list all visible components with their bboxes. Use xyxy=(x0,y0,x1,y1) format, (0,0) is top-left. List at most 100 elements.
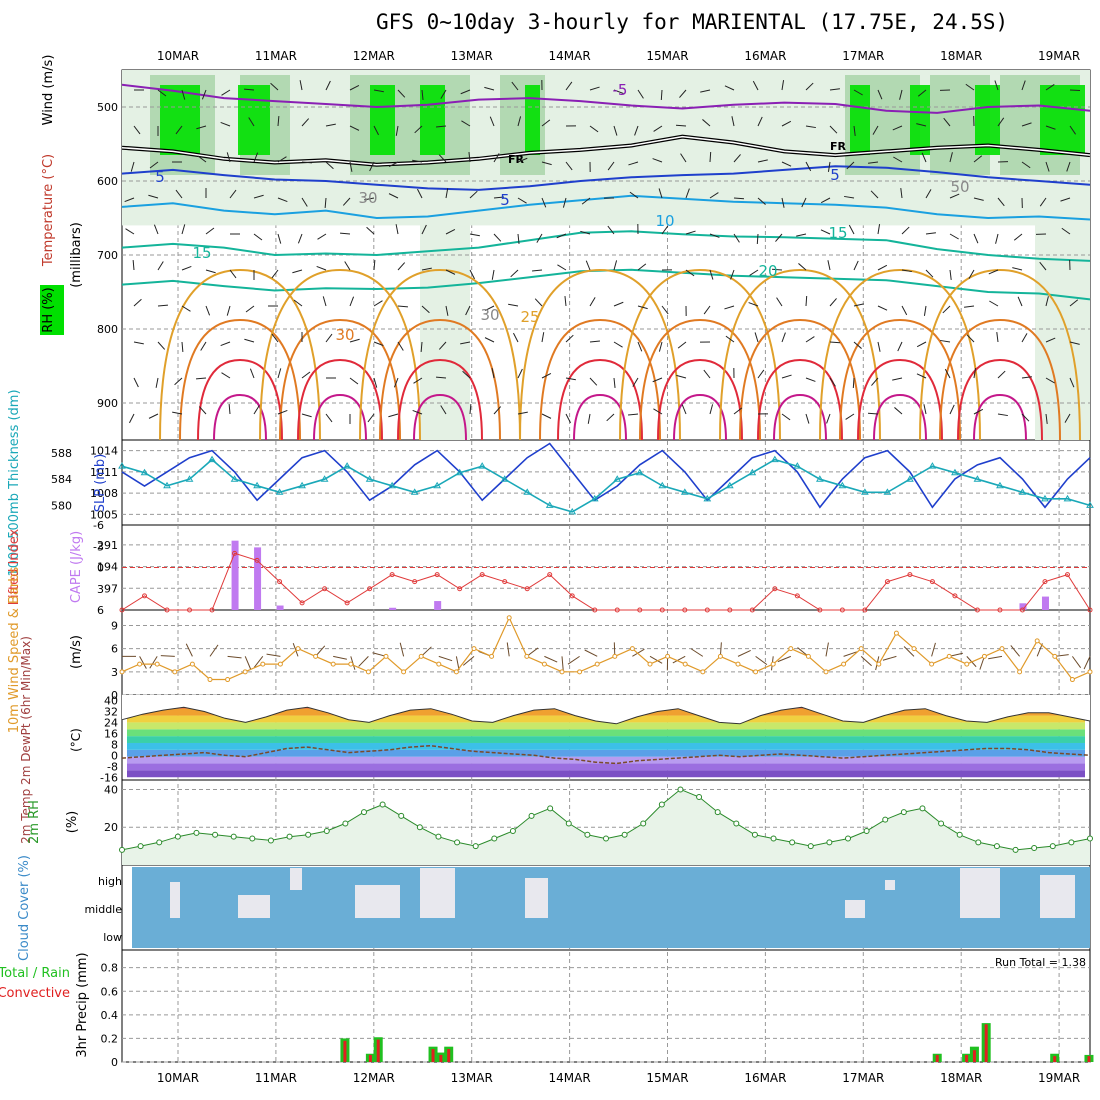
wind-barb xyxy=(581,197,591,205)
wind10-marker xyxy=(1017,669,1023,675)
panel-frame-7 xyxy=(121,949,1091,1063)
wind-barb xyxy=(541,413,552,419)
lifted-line xyxy=(121,552,1091,611)
rh-marker xyxy=(119,846,125,853)
wind-barb xyxy=(513,332,519,343)
isotherm-label: 25 xyxy=(520,308,539,326)
isotherm-label: -5 xyxy=(613,81,628,99)
wind-barb xyxy=(1061,227,1071,235)
cape-bar xyxy=(389,607,397,610)
wind10-marker xyxy=(805,653,811,659)
wind-barb xyxy=(565,334,574,343)
thickness-marker xyxy=(1086,501,1094,508)
temp-color-band xyxy=(127,729,1085,737)
cloud-gap xyxy=(238,895,270,918)
wind-barb xyxy=(589,340,600,343)
wind10-marker xyxy=(612,653,618,659)
wind-barb xyxy=(1066,161,1071,172)
wind-barb xyxy=(195,377,207,380)
wind-barb xyxy=(733,407,743,415)
wind10-marker xyxy=(365,669,371,675)
wind-barb xyxy=(421,224,427,235)
precip-axis-label: 3hr Precip (mm) xyxy=(75,952,90,1057)
precip-conv-bar xyxy=(439,1054,443,1062)
wind-barb xyxy=(677,341,687,349)
thickness-marker xyxy=(1018,488,1027,495)
thickness-marker xyxy=(208,455,216,463)
precip-tick: 0.4 xyxy=(101,1009,119,1022)
wind-barb xyxy=(637,89,644,99)
wind10-marker xyxy=(401,669,407,675)
wind-barb xyxy=(367,413,375,423)
wind-barb xyxy=(517,411,528,415)
thickness-tick: 580 xyxy=(51,499,72,512)
wind-barb xyxy=(613,125,618,136)
warm-isotherm-lobe xyxy=(957,358,1043,441)
wind-barb xyxy=(277,115,280,127)
wind-barb xyxy=(397,341,404,351)
wind-barb xyxy=(587,413,591,424)
wind-barb xyxy=(781,120,792,127)
rh-marker xyxy=(193,829,200,836)
rh-marker xyxy=(751,831,758,838)
wind-barb xyxy=(757,369,765,379)
wind-barb xyxy=(205,269,216,274)
wind-barb xyxy=(589,297,596,307)
wind-barb xyxy=(253,194,264,199)
wind10-barb xyxy=(1083,656,1091,670)
wind-barb xyxy=(349,161,353,172)
isotherm-label: 10 xyxy=(655,212,674,230)
rh-marker xyxy=(1068,839,1075,846)
date-label-bottom: 13MAR xyxy=(451,1071,493,1085)
wind-barb xyxy=(435,376,447,379)
isotherm-5 xyxy=(121,165,1091,191)
rh-shade-high xyxy=(160,85,200,155)
wind-barb xyxy=(397,305,409,308)
wind-barb xyxy=(277,368,282,379)
wind-barb xyxy=(1045,413,1048,424)
thickness-marker xyxy=(455,468,464,476)
rh-marker xyxy=(863,828,870,834)
wind-barb xyxy=(301,118,310,127)
isotherm-15 xyxy=(121,230,1091,262)
wind-barb xyxy=(805,82,814,91)
wind-barb xyxy=(349,296,355,307)
wind-barb xyxy=(733,154,741,163)
wind-barb xyxy=(709,269,714,280)
slp-tick: 1005 xyxy=(90,508,118,521)
wind-barb xyxy=(491,368,495,379)
rh-marker xyxy=(696,794,703,800)
wind10-marker xyxy=(172,669,178,675)
wind-barb xyxy=(1017,296,1023,307)
wind-barb xyxy=(277,233,282,244)
wind-barb xyxy=(781,374,792,379)
pressure-tick: 800 xyxy=(97,323,118,336)
wind10-marker xyxy=(577,669,583,675)
date-label-bottom: 16MAR xyxy=(744,1071,786,1085)
date-label-top: 12MAR xyxy=(353,49,395,63)
wind-barb xyxy=(997,197,1005,207)
date-label-top: 13MAR xyxy=(451,49,493,63)
wind-barb xyxy=(1045,83,1055,91)
wind-barb xyxy=(565,161,573,171)
wind-barb xyxy=(197,155,207,163)
wind-barb xyxy=(965,83,975,91)
lifted-marker xyxy=(254,557,260,563)
wind-barb xyxy=(872,125,879,135)
wind10-marker xyxy=(225,677,231,683)
lifted-marker xyxy=(142,593,148,599)
rh-marker xyxy=(491,835,498,842)
wind10-marker xyxy=(207,677,213,683)
rh-marker xyxy=(677,786,684,793)
wind-barb xyxy=(589,86,600,91)
isotherm-label: 5 xyxy=(500,191,510,209)
warm-isotherm-lobe xyxy=(359,268,521,441)
wind-barb xyxy=(420,341,423,353)
wind-barb xyxy=(393,377,399,388)
lifted-cape-panel: -6 -3 0 3 6 291 194 97 xyxy=(93,519,1093,617)
wind-barb xyxy=(510,269,519,278)
warm-isotherm-lobe xyxy=(719,268,881,441)
lifted-tick: -6 xyxy=(93,519,104,532)
wind10-marker xyxy=(1087,669,1093,675)
